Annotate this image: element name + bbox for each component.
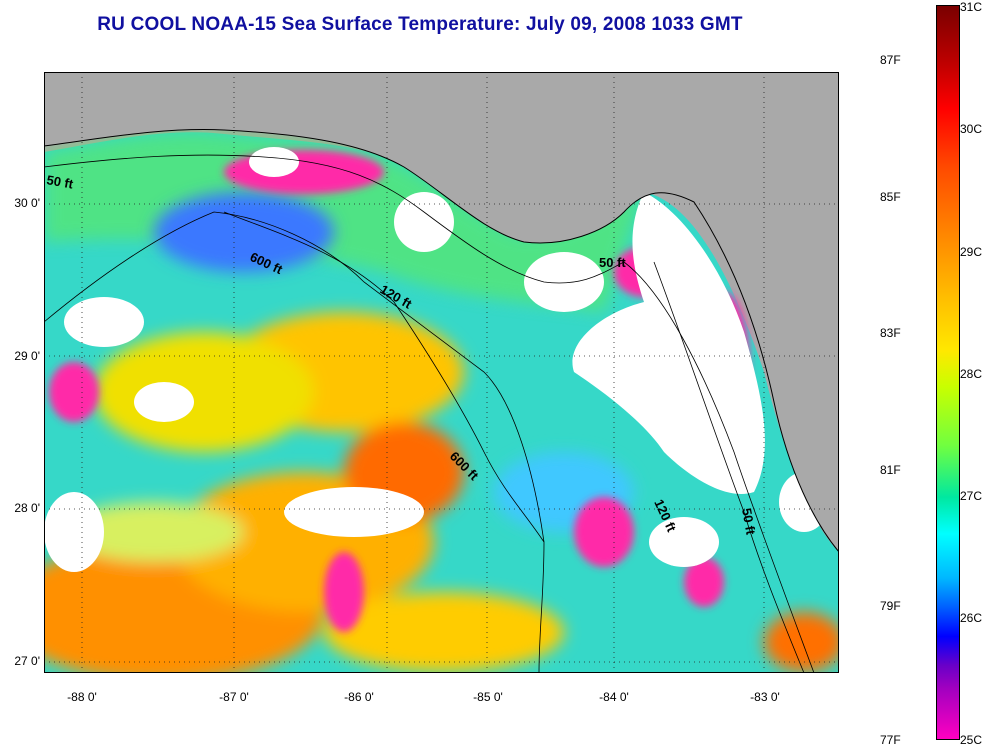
temperature-colorbar bbox=[936, 5, 960, 740]
lat-label-28: 28 0' bbox=[14, 501, 40, 515]
lat-label-30: 30 0' bbox=[14, 196, 40, 210]
colorbar-label-77f: 77F bbox=[880, 733, 901, 747]
lon-label-84: -84 0' bbox=[599, 690, 629, 704]
colorbar-label-28c: 28C bbox=[960, 367, 983, 381]
colorbar-label-83f: 83F bbox=[880, 326, 901, 340]
lon-label-85: -85 0' bbox=[473, 690, 503, 704]
map-title: RU COOL NOAA-15 Sea Surface Temperature:… bbox=[97, 14, 743, 35]
colorbar-label-79f: 79F bbox=[880, 599, 901, 613]
colorbar-label-29c: 29C bbox=[960, 245, 983, 259]
colorbar-label-87f: 87F bbox=[880, 53, 901, 67]
lon-label-87: -87 0' bbox=[219, 690, 249, 704]
land-mass bbox=[44, 72, 839, 552]
contour-label-50ft-south: 50 ft bbox=[739, 507, 759, 537]
colorbar-label-27c: 27C bbox=[960, 489, 983, 503]
lon-label-83: -83 0' bbox=[750, 690, 780, 704]
colorbar-label-85f: 85F bbox=[880, 190, 901, 204]
colorbar-label-25c: 25C bbox=[960, 733, 983, 747]
colorbar-label-31c: 31C bbox=[960, 0, 983, 14]
lat-label-27: 27 0' bbox=[14, 654, 40, 668]
sst-map: 50 ft 600 ft 120 ft 50 ft 600 ft 120 ft … bbox=[44, 72, 839, 673]
lat-label-29: 29 0' bbox=[14, 349, 40, 363]
contour-label-50ft-bigbend: 50 ft bbox=[599, 255, 626, 270]
lon-label-86: -86 0' bbox=[344, 690, 374, 704]
colorbar-label-81f: 81F bbox=[880, 463, 901, 477]
contour-label-50ft-west: 50 ft bbox=[45, 172, 75, 192]
lon-label-88: -88 0' bbox=[67, 690, 97, 704]
colorbar-label-26c: 26C bbox=[960, 611, 983, 625]
colorbar-label-30c: 30C bbox=[960, 122, 983, 136]
